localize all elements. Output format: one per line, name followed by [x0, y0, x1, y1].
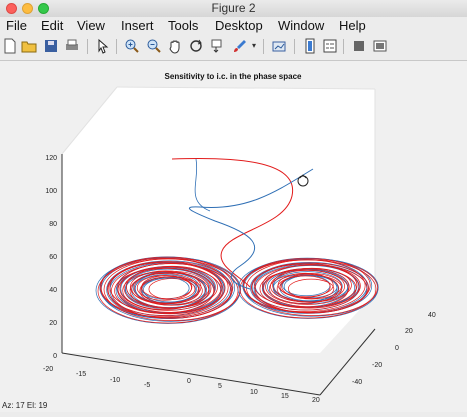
- trajectory-loop: [265, 268, 350, 305]
- open-file-icon[interactable]: [21, 38, 37, 54]
- y-tick-label: -40: [352, 379, 362, 386]
- x-tick-label: 15: [281, 393, 289, 400]
- menu-file[interactable]: File: [6, 18, 27, 33]
- minimize-window-button[interactable]: [22, 3, 33, 14]
- hide-plot-tools-icon[interactable]: [351, 38, 367, 54]
- print-icon[interactable]: [64, 38, 80, 54]
- x-tick-label: -20: [43, 366, 53, 373]
- trajectory-loop: [143, 277, 197, 303]
- x-tick-label: -15: [76, 371, 86, 378]
- title-bar: Figure 2: [0, 0, 467, 18]
- legend-icon[interactable]: [322, 38, 338, 54]
- y-axis-line: [319, 328, 376, 396]
- trajectory-group: [95, 157, 379, 324]
- status-readout: Az: 17 El: 19: [2, 401, 48, 410]
- menu-window[interactable]: Window: [278, 18, 325, 33]
- trajectory-loop: [131, 273, 199, 305]
- menu-view[interactable]: View: [77, 18, 105, 33]
- trajectory-loop: [141, 275, 193, 299]
- x-tick-label: 5: [218, 383, 222, 390]
- figure-canvas: 0 20 40 60 80 100 120 -20 -15 -10 -5 0 5…: [0, 61, 467, 412]
- menu-insert[interactable]: Insert: [121, 18, 154, 33]
- trajectory-loop: [148, 278, 196, 300]
- z-tick-label: 20: [49, 320, 57, 327]
- show-plot-tools-icon[interactable]: [372, 38, 388, 54]
- trajectory-loop: [123, 268, 212, 309]
- trajectory-loop: [100, 256, 234, 318]
- zoom-in-icon[interactable]: [124, 38, 140, 54]
- menu-tools[interactable]: Tools: [168, 18, 199, 33]
- x-tick-label: -5: [144, 382, 150, 389]
- save-icon[interactable]: [43, 38, 59, 54]
- trajectory-blue-branch: [194, 158, 211, 212]
- x-tick-label: -10: [110, 377, 120, 384]
- rotate-cursor-icon: [297, 174, 309, 187]
- trajectory-red-transient: [171, 157, 294, 288]
- z-tick-label: 40: [49, 287, 57, 294]
- menu-bar: File Edit View Insert Tools Desktop Wind…: [0, 17, 467, 34]
- x-tick-label: 0: [187, 378, 191, 385]
- trajectory-loop: [276, 274, 343, 303]
- y-tick-label: 0: [395, 345, 399, 352]
- trajectory-loop: [277, 272, 334, 298]
- menu-help[interactable]: Help: [339, 18, 366, 33]
- z-tick-label: 0: [53, 353, 57, 360]
- x-tick-label: 10: [250, 389, 258, 396]
- maximize-window-button[interactable]: [38, 3, 49, 14]
- trajectory-loop: [262, 264, 361, 308]
- trajectory-loop: [139, 276, 203, 306]
- rotate-3d-icon[interactable]: [188, 38, 204, 54]
- x-axis-line: [61, 352, 321, 396]
- window-title: Figure 2: [211, 1, 256, 15]
- new-figure-icon[interactable]: [2, 38, 18, 54]
- zoom-out-icon[interactable]: [146, 38, 162, 54]
- trajectory-loop: [272, 271, 343, 302]
- trajectory-blue-transient: [188, 168, 314, 290]
- x-tick-label: 20: [312, 397, 320, 404]
- pan-icon[interactable]: [167, 38, 183, 54]
- y-tick-label: 20: [405, 328, 413, 335]
- trajectory-loop: [243, 259, 366, 312]
- y-tick-label: 40: [428, 312, 436, 319]
- trajectory-loop: [279, 275, 331, 298]
- close-window-button[interactable]: [6, 3, 17, 14]
- plot-axes[interactable]: 0 20 40 60 80 100 120 -20 -15 -10 -5 0 5…: [0, 61, 467, 412]
- trajectory-loop: [259, 269, 349, 309]
- z-tick-label: 120: [45, 155, 57, 162]
- dropdown-arrow-icon[interactable]: ▾: [251, 41, 256, 50]
- brush-icon[interactable]: [232, 38, 248, 54]
- trajectory-loop: [119, 266, 216, 311]
- pointer-icon[interactable]: [95, 38, 111, 54]
- trajectory-loop: [287, 278, 335, 299]
- trajectory-loop: [117, 262, 226, 313]
- trajectory-loop: [239, 259, 377, 319]
- trajectory-loop: [140, 276, 200, 304]
- trajectory-loop: [100, 257, 229, 318]
- figure-toolbar: ▾: [0, 34, 467, 61]
- axes-box: [62, 87, 375, 353]
- z-tick-label: 60: [49, 254, 57, 261]
- trajectory-loop: [107, 262, 224, 316]
- y-tick-label: -20: [372, 362, 382, 369]
- menu-edit[interactable]: Edit: [41, 18, 64, 33]
- link-plot-icon[interactable]: [271, 38, 287, 54]
- colorbar-icon[interactable]: [302, 38, 318, 54]
- z-tick-label: 80: [49, 221, 57, 228]
- trajectory-loop: [253, 262, 358, 308]
- data-cursor-icon[interactable]: [210, 38, 226, 54]
- z-tick-label: 100: [45, 188, 57, 195]
- trajectory-loop: [251, 263, 360, 311]
- plot-title: Sensitivity to i.c. in the phase space: [165, 72, 302, 81]
- menu-desktop[interactable]: Desktop: [215, 18, 263, 33]
